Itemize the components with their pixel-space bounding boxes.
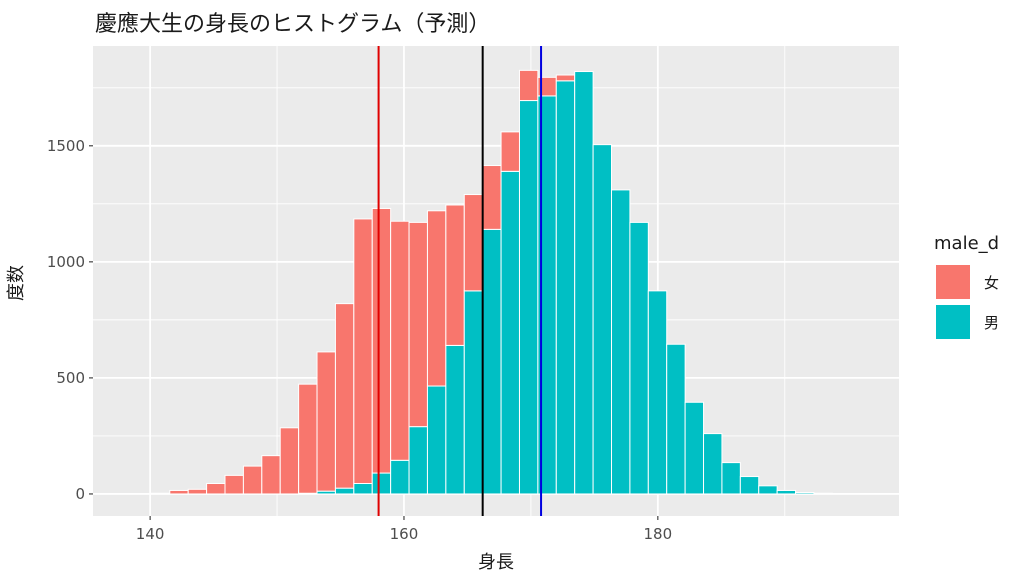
bar-male	[611, 189, 631, 495]
bar-male	[426, 385, 447, 495]
legend-key-male	[936, 305, 970, 339]
bar-male	[353, 483, 373, 495]
x-tick-label: 140	[136, 525, 165, 543]
bar-female	[279, 427, 300, 495]
bar-female	[445, 204, 465, 346]
bar-female	[518, 69, 539, 102]
bar-female	[408, 221, 428, 428]
bar-female	[169, 489, 189, 495]
chart-title: 慶應大生の身長のヒストグラム（予測）	[95, 11, 490, 37]
bar-female	[150, 492, 171, 495]
y-axis-title: 度数	[6, 265, 27, 301]
bar-male	[463, 290, 484, 495]
bar-female	[390, 220, 410, 461]
reference-lines	[377, 46, 543, 516]
bar-female	[426, 210, 447, 387]
bar-male	[666, 343, 686, 495]
bar-female	[482, 165, 502, 230]
bar-male	[813, 492, 833, 495]
bar-female	[224, 474, 244, 495]
legend-label-male: 男	[984, 314, 999, 332]
histogram-bars	[132, 69, 852, 495]
x-axis-title: 身長	[478, 552, 514, 573]
bar-male	[555, 80, 576, 495]
bar-female	[298, 383, 318, 494]
x-tick-label: 160	[390, 525, 419, 543]
bar-male	[647, 290, 668, 495]
bar-male	[574, 71, 594, 495]
legend: male_d 女 男	[934, 233, 999, 339]
bar-female	[334, 303, 355, 489]
x-tick-label: 180	[644, 525, 673, 543]
bar-male	[629, 221, 649, 495]
bar-female	[316, 351, 336, 492]
bar-male	[758, 485, 778, 495]
axis-ticks	[89, 145, 659, 520]
legend-title: male_d	[934, 233, 999, 254]
bar-male	[721, 462, 741, 495]
bar-male	[334, 487, 355, 495]
bar-male	[518, 100, 539, 495]
bar-female	[353, 218, 373, 485]
bar-male	[445, 344, 465, 495]
bar-male	[500, 170, 520, 495]
bar-male	[684, 401, 705, 495]
bar-female	[206, 483, 226, 495]
y-tick-label: 1000	[47, 253, 85, 271]
legend-label-female: 女	[984, 274, 999, 292]
bar-male	[739, 476, 760, 495]
axis-tick-labels: 140 160 180 0 500 1000 1500	[47, 137, 672, 543]
y-tick-label: 0	[75, 485, 85, 503]
bar-female	[463, 194, 484, 292]
bar-male	[592, 144, 613, 495]
bar-male	[482, 228, 502, 495]
bar-female	[555, 74, 576, 82]
bar-female	[187, 488, 208, 495]
bar-female	[500, 131, 520, 172]
bar-female	[371, 207, 392, 474]
bar-female	[242, 465, 263, 495]
bar-male	[371, 472, 392, 495]
bar-male	[795, 492, 815, 495]
bar-male	[390, 459, 410, 495]
legend-key-female	[936, 265, 970, 299]
bar-male	[703, 433, 723, 495]
bar-female	[261, 455, 281, 495]
y-tick-label: 1500	[47, 137, 85, 155]
y-tick-label: 500	[56, 369, 85, 387]
bar-male	[776, 489, 797, 495]
bar-male	[408, 426, 428, 495]
